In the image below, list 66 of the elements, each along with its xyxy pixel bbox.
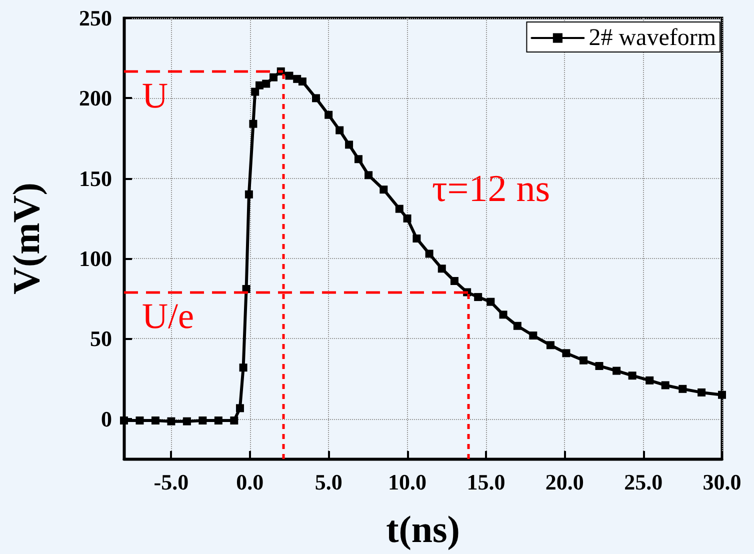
ref-line-label: U/e [142, 296, 194, 336]
point [450, 276, 458, 285]
x-tick-label: -5.0 [154, 470, 189, 494]
point [529, 332, 538, 340]
point [595, 362, 604, 370]
ref-line-label: U [142, 75, 168, 116]
annotation: τ=12 ns [432, 168, 550, 210]
point [718, 390, 726, 399]
point [198, 416, 207, 425]
point [364, 171, 373, 180]
y-tick-label: 150 [79, 166, 112, 191]
point [628, 372, 636, 380]
point [249, 120, 258, 128]
point [646, 376, 654, 384]
point [251, 88, 260, 96]
point [120, 416, 128, 425]
point [230, 416, 238, 425]
point [474, 293, 482, 302]
point [678, 384, 687, 393]
point [486, 298, 495, 306]
point [403, 214, 412, 222]
point [239, 364, 248, 372]
point [513, 322, 522, 330]
legend-label: 2# waveform [588, 25, 716, 51]
point [412, 234, 421, 242]
point [580, 356, 588, 364]
y-tick-label: 50 [90, 326, 112, 352]
point [324, 110, 333, 119]
x-tick-label: 30.0 [702, 470, 742, 494]
point [395, 204, 404, 213]
point [236, 404, 244, 412]
point [214, 416, 222, 425]
y-tick-label: 250 [79, 6, 112, 30]
point [182, 417, 191, 426]
point [312, 94, 320, 102]
point [380, 186, 388, 194]
point [661, 381, 670, 390]
point [438, 264, 446, 273]
point [167, 417, 176, 426]
point [298, 78, 306, 86]
point [562, 349, 570, 358]
x-axis-title: t(ns) [386, 509, 460, 551]
y-axis-title: V(mV) [6, 182, 48, 294]
x-tick-label: 20.0 [545, 470, 584, 494]
point [244, 190, 253, 198]
point [345, 140, 354, 149]
point [285, 72, 294, 80]
x-tick-label: 5.0 [314, 470, 342, 494]
point [136, 416, 144, 425]
point [499, 310, 508, 319]
point [425, 250, 434, 258]
x-tick-label: 10.0 [388, 470, 427, 494]
x-tick-label: 0.0 [236, 470, 264, 494]
point [698, 388, 706, 396]
point [270, 73, 278, 82]
y-tick-label: 200 [79, 86, 112, 111]
x-tick-label: 15.0 [466, 470, 506, 494]
point [612, 366, 621, 375]
point [151, 416, 160, 425]
point [336, 126, 344, 134]
point [546, 341, 554, 350]
x-tick-label: 25.0 [624, 470, 663, 494]
point [262, 80, 270, 88]
point [354, 155, 362, 164]
y-tick-label: 0 [101, 406, 112, 432]
y-tick-label: 100 [79, 246, 112, 272]
